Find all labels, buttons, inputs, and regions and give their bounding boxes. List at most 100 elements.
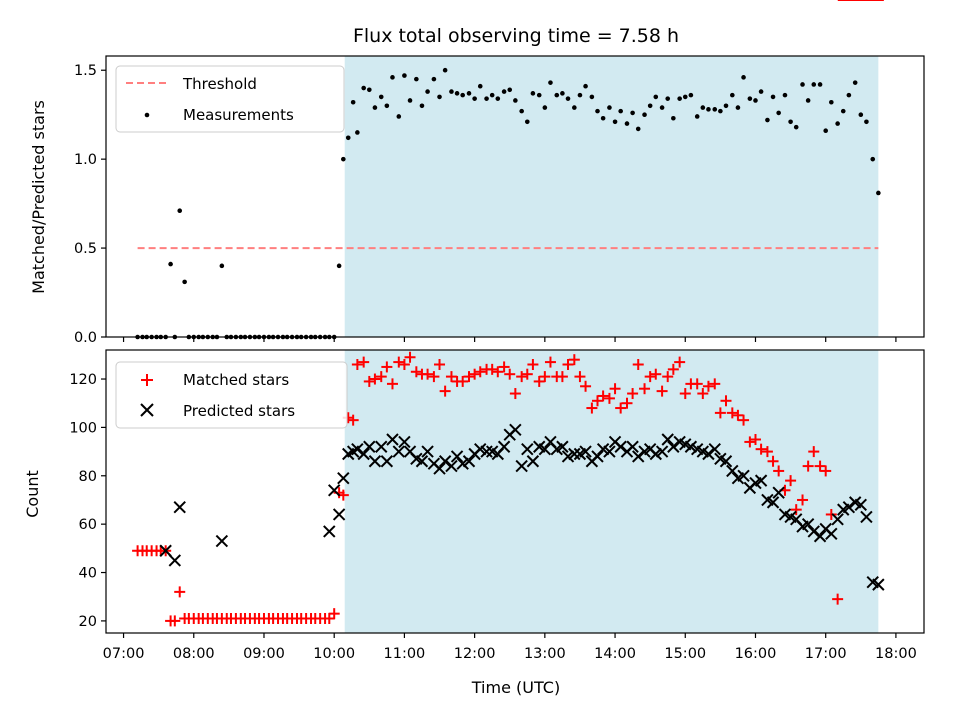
- measurement-point: [758, 89, 764, 94]
- matched-stars-point: [498, 361, 510, 373]
- predicted-stars-point: [327, 484, 341, 497]
- measurements-legend-marker: [144, 112, 150, 118]
- matched-stars-point: [393, 356, 405, 368]
- predicted-stars-point: [515, 459, 528, 473]
- predicted-marker-b: [168, 554, 182, 567]
- matched-stars-point: [492, 366, 504, 378]
- matched-legend-marker: [141, 374, 153, 386]
- measurement-point: [507, 87, 513, 93]
- measurement-point: [612, 119, 618, 125]
- predicted-marker-b: [159, 544, 172, 557]
- measurement-point: [501, 89, 507, 94]
- predicted-marker-b: [415, 455, 429, 468]
- legend-matched-label: Matched stars: [183, 371, 289, 389]
- predicted-marker-b: [714, 452, 727, 466]
- predicted-stars-point: [332, 508, 346, 521]
- predicted-marker-b: [403, 445, 417, 458]
- x-tick-label: 17:00: [805, 646, 847, 662]
- predicted-marker-b: [596, 442, 610, 456]
- matched-stars-point: [428, 371, 440, 383]
- predicted-marker-b: [450, 450, 464, 463]
- matched-stars-point: [603, 392, 615, 404]
- predicted-stars-point: [357, 447, 370, 461]
- matched-stars-point: [328, 608, 340, 620]
- x-tick-label: 10:00: [313, 646, 355, 662]
- predicted-marker-b: [772, 486, 785, 499]
- predicted-marker-b: [433, 462, 446, 475]
- measurement-point: [805, 98, 811, 103]
- predicted-stars-point: [445, 459, 458, 473]
- measurement-point: [682, 94, 688, 100]
- predicted-stars-point: [632, 450, 645, 463]
- measurement-point: [688, 92, 694, 98]
- matched-stars-point: [697, 388, 709, 400]
- measurement-point: [442, 67, 448, 73]
- top-panel-ratio: 0.0 0.5 1.0 1.5: [74, 55, 925, 346]
- matched-stars-point: [422, 368, 434, 380]
- matched-stars-point: [802, 460, 814, 472]
- matched-stars-point: [562, 359, 574, 371]
- measurement-point: [635, 126, 641, 132]
- matched-stars-point: [674, 356, 686, 368]
- matched-stars-point: [516, 371, 528, 383]
- predicted-marker-b: [848, 496, 862, 509]
- measurement-point: [577, 92, 583, 98]
- predicted-marker-b: [591, 450, 604, 463]
- predicted-stars-point: [215, 534, 229, 548]
- top-legend: Threshold Measurements: [115, 65, 345, 133]
- predicted-marker-b: [526, 455, 540, 468]
- predicted-stars-point: [603, 445, 616, 458]
- bottom-y-tick-label: 120: [69, 372, 97, 388]
- predicted-marker-b: [708, 442, 721, 456]
- bottom-y-axis-label: Count: [23, 470, 42, 518]
- bottom-y-tick-label: 40: [79, 566, 97, 582]
- matched-stars-point: [410, 366, 422, 378]
- predicted-stars-point: [825, 527, 838, 541]
- predicted-marker-b: [579, 445, 592, 458]
- measurement-point: [414, 76, 419, 82]
- measurement-point: [431, 76, 437, 82]
- measurement-point: [852, 80, 858, 85]
- predicted-marker-b: [332, 508, 346, 521]
- matched-stars-point: [381, 361, 393, 373]
- legend-predicted-label: Predicted stars: [183, 402, 295, 420]
- predicted-marker-b: [521, 442, 534, 456]
- matched-stars-point: [639, 383, 651, 395]
- predicted-stars-point: [737, 469, 750, 482]
- matched-stars-point: [644, 371, 656, 383]
- measurement-point: [835, 121, 840, 126]
- predicted-marker-b: [357, 447, 370, 461]
- predicted-stars-point: [860, 510, 873, 524]
- matched-stars-point: [650, 368, 662, 380]
- chart-title: Flux total observing time = 7.58 h: [353, 25, 679, 47]
- matched-stars-point: [726, 407, 738, 419]
- measurement-point: [350, 99, 356, 105]
- predicted-marker-b: [533, 440, 546, 453]
- predicted-stars-point: [626, 440, 639, 453]
- matched-stars-point: [369, 373, 381, 385]
- predicted-marker-b: [831, 513, 844, 526]
- measurement-point: [361, 85, 366, 91]
- predicted-stars-point: [392, 445, 406, 458]
- measurement-point: [595, 108, 600, 114]
- predicted-stars-point: [521, 442, 534, 456]
- x-tick-label: 11:00: [384, 646, 426, 662]
- measurement-point: [793, 124, 799, 130]
- predicted-marker-b: [673, 435, 686, 449]
- predicted-stars-point: [450, 450, 464, 463]
- measurement-point: [168, 261, 173, 267]
- measurement-point: [530, 91, 536, 96]
- predicted-marker-b: [726, 464, 739, 478]
- predicted-stars-point: [831, 513, 844, 526]
- matched-stars-point: [544, 356, 556, 368]
- matched-stars-point: [169, 615, 181, 627]
- predicted-stars-point: [421, 445, 434, 458]
- matched-stars-point: [358, 356, 370, 368]
- predicted-marker-b: [380, 455, 394, 468]
- matched-stars-point: [767, 455, 779, 467]
- matched-stars-point: [439, 385, 451, 397]
- predicted-marker-b: [702, 447, 715, 461]
- predicted-stars-point: [351, 442, 364, 456]
- predicted-marker-b: [323, 525, 336, 538]
- measurement-point: [419, 103, 425, 109]
